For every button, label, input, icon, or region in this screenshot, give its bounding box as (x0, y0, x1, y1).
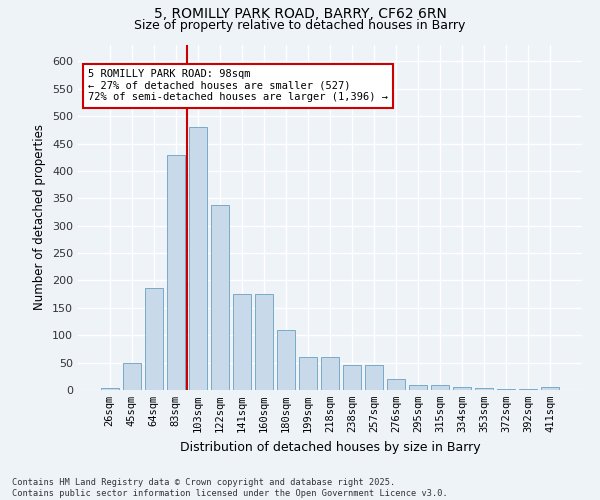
Bar (343, 366, 361, 390)
X-axis label: Distribution of detached houses by size in Barry: Distribution of detached houses by size … (179, 440, 481, 454)
Bar (233, 294, 251, 390)
Bar (541, 388, 559, 390)
Bar (475, 388, 493, 390)
Bar (277, 330, 295, 390)
Bar (189, 127, 206, 390)
Text: Size of property relative to detached houses in Barry: Size of property relative to detached ho… (134, 18, 466, 32)
Bar (101, 388, 119, 390)
Y-axis label: Number of detached properties: Number of detached properties (34, 124, 46, 310)
Bar (520, 389, 537, 390)
Text: 5, ROMILLY PARK ROAD, BARRY, CF62 6RN: 5, ROMILLY PARK ROAD, BARRY, CF62 6RN (154, 8, 446, 22)
Text: 5 ROMILLY PARK ROAD: 98sqm
← 27% of detached houses are smaller (527)
72% of sem: 5 ROMILLY PARK ROAD: 98sqm ← 27% of deta… (88, 69, 388, 102)
Bar (299, 357, 317, 390)
Bar (454, 388, 471, 390)
Bar (321, 357, 339, 390)
Bar (167, 154, 185, 390)
Bar (123, 362, 140, 390)
Bar (211, 206, 229, 390)
Bar (365, 366, 383, 390)
Bar (145, 288, 163, 390)
Bar (431, 384, 449, 390)
Bar (409, 384, 427, 390)
Bar (497, 389, 515, 390)
Text: Contains HM Land Registry data © Crown copyright and database right 2025.
Contai: Contains HM Land Registry data © Crown c… (12, 478, 448, 498)
Bar (255, 294, 273, 390)
Bar (387, 379, 405, 390)
